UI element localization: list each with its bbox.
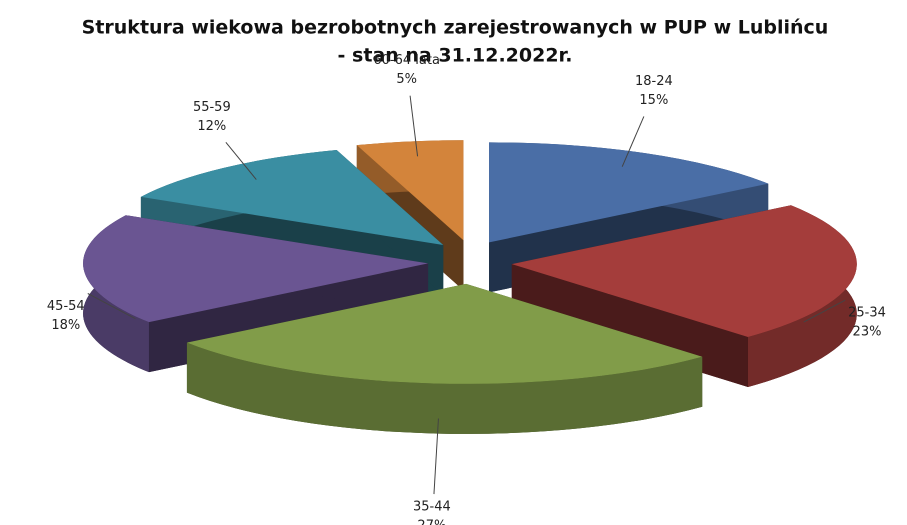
data-label-name: 60-64 lata <box>373 53 440 68</box>
pie <box>83 140 857 434</box>
chart-title: Struktura wiekowa bezrobotnych zarejestr… <box>82 17 829 39</box>
leader-line <box>803 299 846 323</box>
data-label: 27% <box>417 519 446 525</box>
leader-line <box>225 142 257 180</box>
data-label: 23% <box>853 325 882 340</box>
slice <box>83 215 429 323</box>
slice <box>186 283 703 384</box>
data-label-name: 55-59 <box>193 100 231 115</box>
data-label: 18% <box>51 318 80 333</box>
leader-line <box>433 418 439 495</box>
slice <box>511 205 857 337</box>
leader-line <box>621 116 645 167</box>
data-label-name: 18-24 <box>635 74 673 89</box>
labels: 18-24 15% 25-34 23% 35-44 27% 45-54 18% 55-59 12%… <box>47 53 886 525</box>
chart-title: - stan na 31.12.2022r. <box>338 45 573 67</box>
data-label: 12% <box>197 119 226 134</box>
slice <box>356 140 464 241</box>
data-label-name: 25-34 <box>848 306 886 321</box>
data-label-name: 45-54 <box>47 299 85 314</box>
leader-line <box>87 293 136 320</box>
data-label: 15% <box>639 93 668 108</box>
slice-side <box>186 342 703 434</box>
slice <box>489 142 769 243</box>
data-label-name: 35-44 <box>413 500 451 515</box>
leader-line <box>409 95 419 157</box>
slice <box>140 149 444 246</box>
data-label: 5% <box>396 72 417 87</box>
